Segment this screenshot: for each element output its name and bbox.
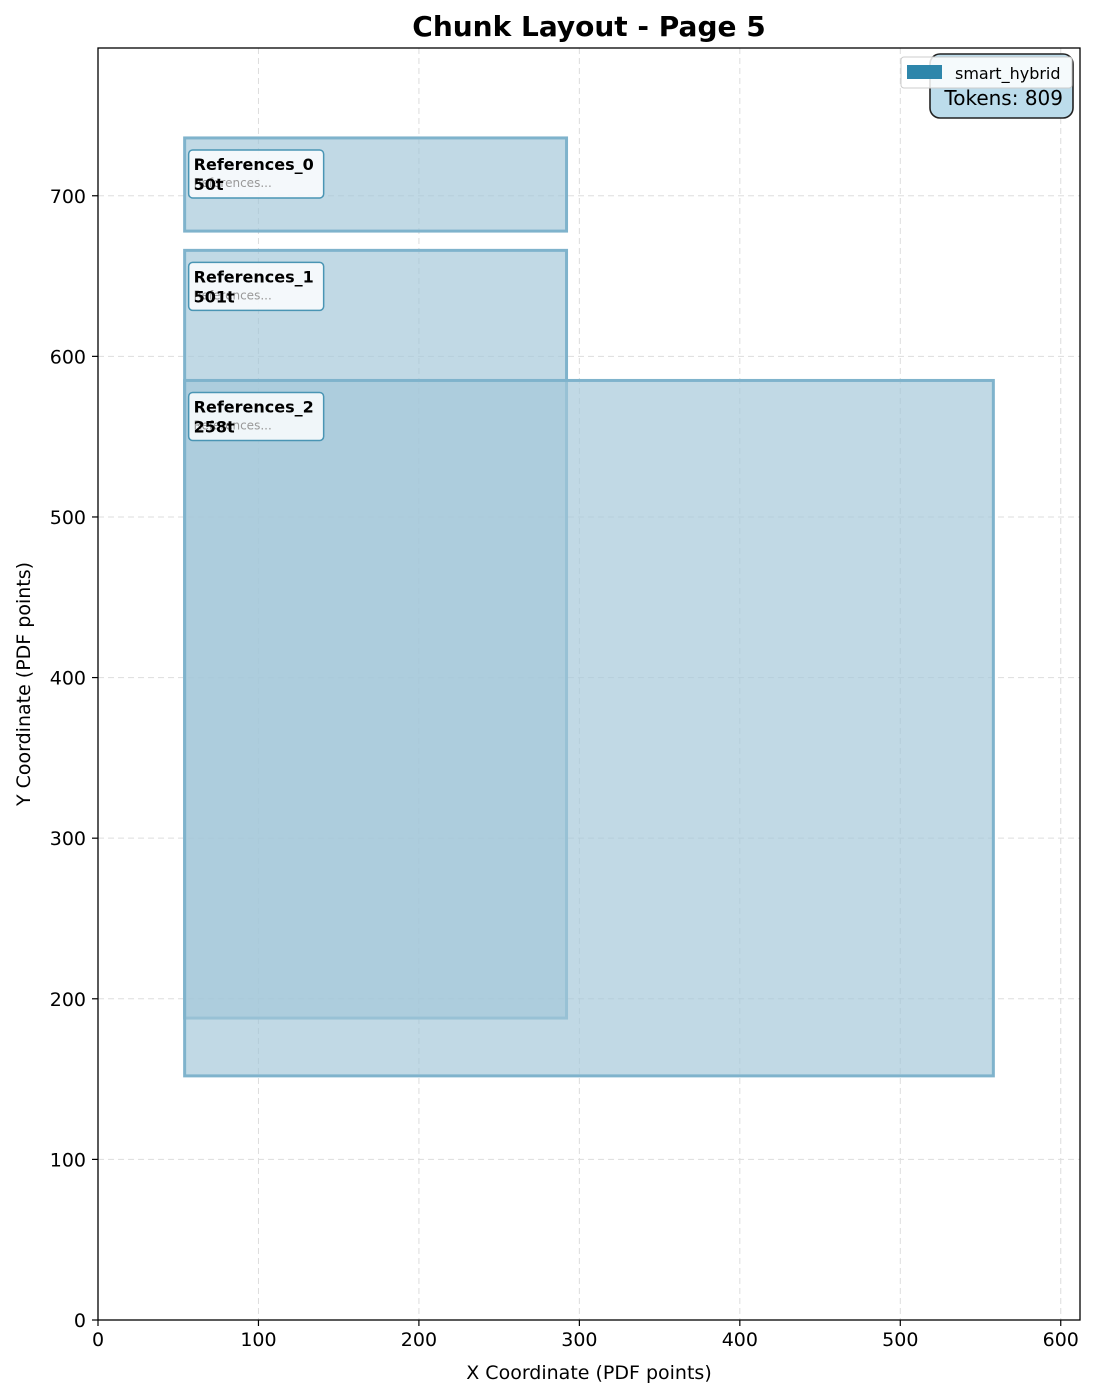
y-tick-label: 300: [50, 828, 86, 850]
y-tick-label: 500: [50, 507, 86, 529]
x-tick-label: 0: [92, 1329, 104, 1351]
chunk-tokens-2: 258t: [194, 417, 235, 436]
chart-title: Chunk Layout - Page 5: [412, 10, 765, 43]
chunk-label-box-2: [187, 391, 325, 442]
x-tick-label: 400: [722, 1329, 758, 1351]
chunk-label-box-0: [187, 149, 325, 199]
y-tick-label: 400: [50, 668, 86, 690]
legend-box: [900, 56, 1073, 89]
y-tick-label: 700: [50, 186, 86, 208]
y-tick-label: 200: [50, 989, 86, 1011]
chunk-tokens-0: 50t: [194, 175, 224, 194]
chunk-preview-1: References...: [194, 288, 272, 302]
legend-swatch: [907, 65, 942, 79]
chunk-label-box-1: [187, 261, 325, 312]
chunk-rect-2: [183, 378, 995, 1078]
y-tick-label: 100: [50, 1149, 86, 1171]
x-tick-label: 200: [401, 1329, 437, 1351]
x-tick-label: 100: [240, 1329, 276, 1351]
tick-layer: 0 100 200 300 400 500 600 0 100 200 300 400 500 600 70…: [50, 186, 1079, 1351]
chunk-label-0: References_0: [194, 155, 314, 174]
y-tick-label: 600: [50, 346, 86, 368]
chunk-tokens-1: 501t: [194, 287, 235, 306]
y-axis-label: Y Coordinate (PDF points): [13, 562, 35, 807]
chunk-layer: [183, 136, 995, 1078]
y-tick-label: 0: [74, 1310, 86, 1332]
x-axis-label: X Coordinate (PDF points): [466, 1362, 712, 1384]
chunk-preview-2: References...: [194, 418, 272, 432]
plot-frame: [97, 47, 1081, 1321]
stats-text: Tokens: 809: [943, 86, 1063, 110]
x-tick-label: 600: [1043, 1329, 1079, 1351]
x-tick-label: 300: [561, 1329, 597, 1351]
legend: Tokens: 809 smart_hybrid: [900, 53, 1074, 119]
chunk-label-layer: References...References_050tReferences..…: [187, 149, 325, 442]
x-tick-label: 500: [882, 1329, 918, 1351]
legend-entry-label: smart_hybrid: [955, 64, 1061, 84]
chunk-preview-0: References...: [194, 176, 272, 190]
chunk-label-2: References_2: [194, 397, 314, 416]
chunk-label-1: References_1: [194, 267, 314, 286]
